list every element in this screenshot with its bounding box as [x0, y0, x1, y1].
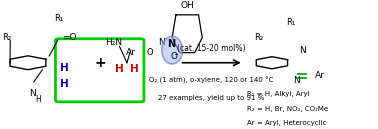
- Text: O: O: [170, 52, 178, 61]
- Text: OH: OH: [180, 2, 194, 10]
- Text: O₂ (1 atm), ο-xylene, 120 or 140 °C: O₂ (1 atm), ο-xylene, 120 or 140 °C: [149, 77, 273, 84]
- Text: R₁ = H, Alkyl, Aryl: R₁ = H, Alkyl, Aryl: [248, 91, 310, 97]
- Text: O: O: [147, 48, 153, 57]
- Text: H₂N: H₂N: [105, 38, 122, 47]
- Text: 27 examples, yield up to 91 %: 27 examples, yield up to 91 %: [158, 95, 264, 101]
- Text: N: N: [29, 88, 36, 98]
- Text: N: N: [293, 76, 300, 85]
- Text: N: N: [167, 39, 175, 49]
- Text: R₂: R₂: [2, 33, 11, 42]
- Text: H: H: [60, 79, 69, 89]
- Text: H: H: [60, 63, 69, 73]
- Text: N: N: [299, 46, 305, 55]
- Text: R₁: R₁: [54, 14, 64, 23]
- Ellipse shape: [162, 36, 183, 64]
- Text: H: H: [35, 95, 40, 104]
- Text: Ar: Ar: [315, 71, 325, 80]
- Text: H: H: [130, 64, 139, 74]
- Text: H: H: [115, 64, 124, 74]
- Text: R₂ = H, Br, NO₂, CO₂Me: R₂ = H, Br, NO₂, CO₂Me: [248, 106, 328, 112]
- Text: N: N: [158, 38, 164, 47]
- Text: Ar: Ar: [126, 48, 136, 57]
- Text: =O: =O: [62, 33, 77, 42]
- Text: (cat. 15-20 mol%): (cat. 15-20 mol%): [177, 44, 245, 53]
- Text: Ar = Aryl, Heterocyclic: Ar = Aryl, Heterocyclic: [248, 120, 327, 126]
- Text: +: +: [95, 56, 107, 70]
- Text: R₂: R₂: [254, 33, 263, 42]
- Text: R₁: R₁: [286, 18, 295, 27]
